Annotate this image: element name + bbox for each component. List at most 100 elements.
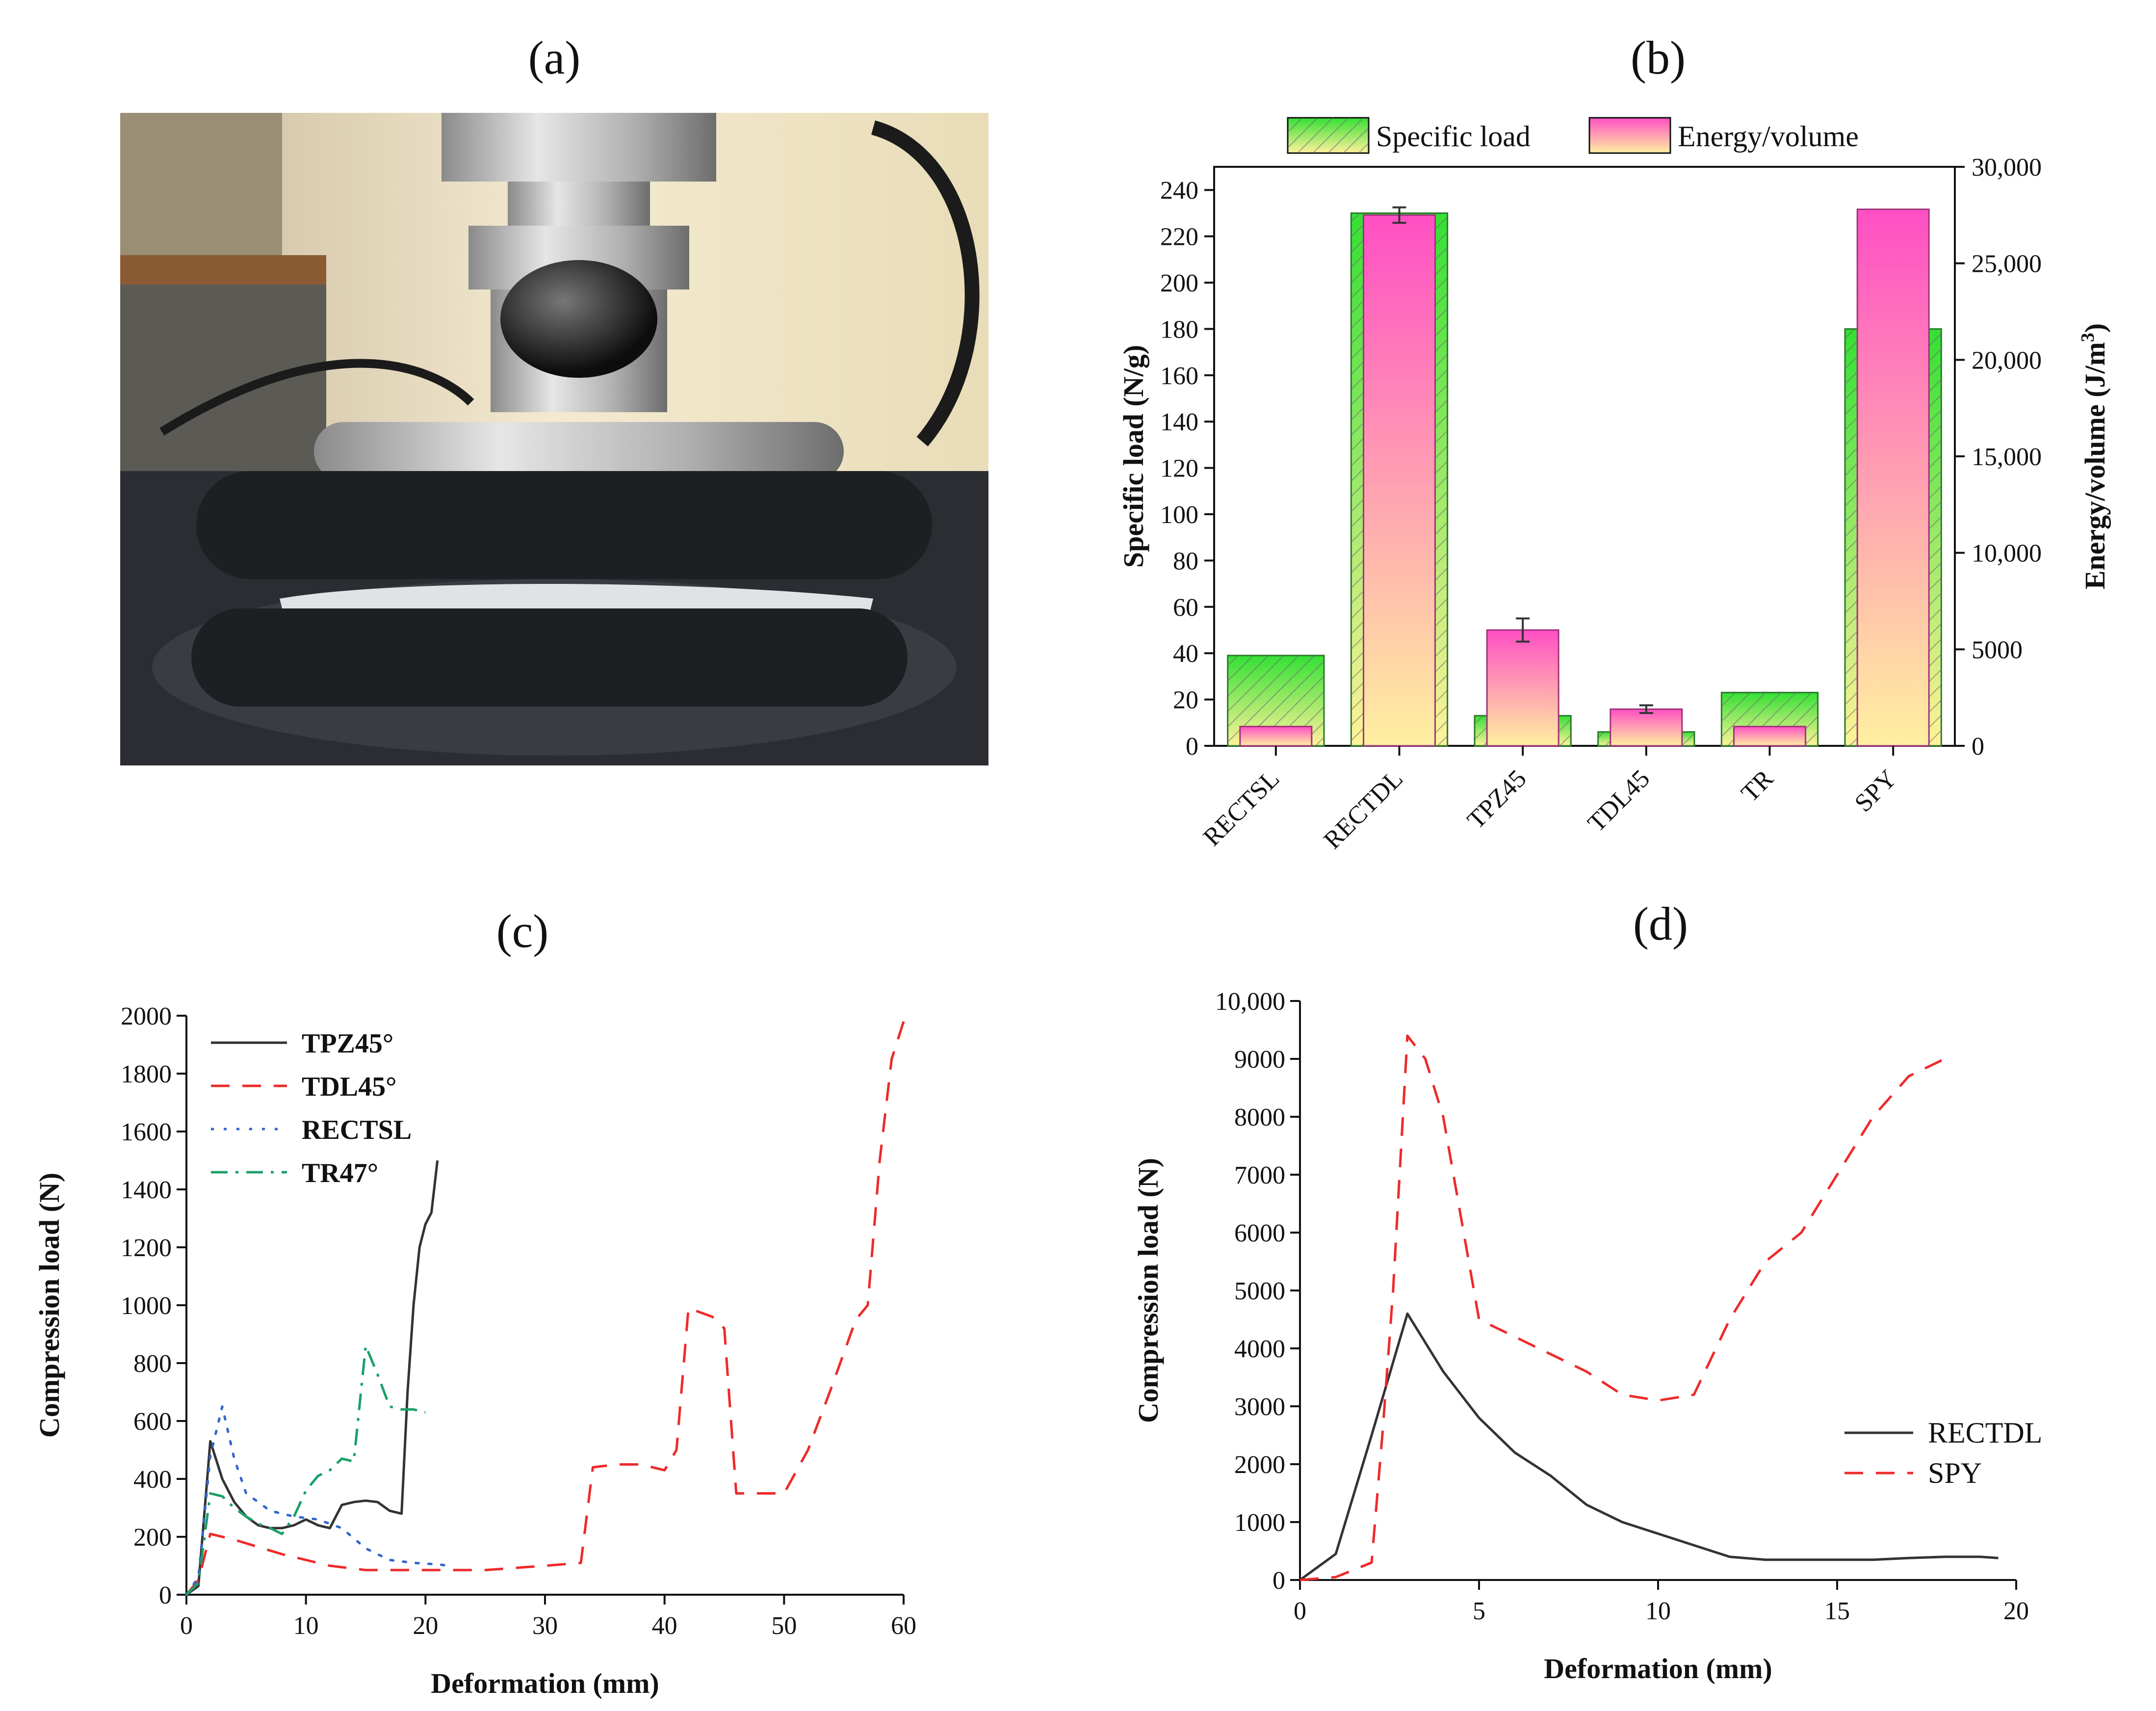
y-tick-label: 800 (133, 1350, 172, 1378)
legend-label-spy: SPY (1928, 1457, 1982, 1489)
y-tick-label: 200 (133, 1524, 172, 1552)
x-tick-label: 40 (652, 1612, 677, 1640)
legend-label-tdl45: TDL45° (302, 1072, 397, 1102)
legend-label-energy-volume: Energy/volume (1678, 120, 1859, 153)
legend-label-rectsl: RECTSL (302, 1115, 412, 1145)
y-tick-label: 9000 (1234, 1046, 1285, 1074)
legend-label-tr47: TR47° (302, 1158, 378, 1188)
bar-energy-volume (1856, 209, 1930, 747)
y-tick-label: 200 (1160, 269, 1198, 297)
y-tick-label: 0 (159, 1581, 172, 1609)
y-tick-label: 40 (1173, 640, 1198, 668)
y-tick-label: 3000 (1234, 1393, 1285, 1421)
x-tick-label: 15 (1824, 1597, 1850, 1625)
y2-tick-label: 25,000 (1972, 250, 2042, 278)
y-tick-label: 400 (133, 1466, 172, 1494)
series-line-tdl45 (185, 1021, 905, 1596)
y-axis-label: Compression load (N) (1132, 1158, 1164, 1423)
chart-b-specific-load-energy: 0 20 40 60 80 100 120 140 160 180 200 220 240 0 5000 10… (1117, 117, 2111, 854)
y-tick-label: 10,000 (1215, 988, 1285, 1016)
bar-energy-volume (1610, 708, 1683, 747)
y-tick-label: 2000 (121, 1002, 172, 1030)
y-axis-label: Specific load (N/g) (1117, 345, 1149, 568)
x-tick-label: 20 (2003, 1597, 2029, 1625)
y-tick-label: 7000 (1234, 1161, 1285, 1189)
x-axis-label: Deformation (mm) (1544, 1653, 1772, 1685)
x-axis-label: Deformation (mm) (431, 1667, 659, 1699)
legend-label-rectdl: RECTDL (1928, 1417, 2042, 1449)
legend-label-tpz45: TPZ45° (302, 1028, 393, 1059)
panel-label-b: (b) (1631, 31, 1686, 84)
series-line-rectsl (185, 1405, 451, 1596)
x-tick-label: 5 (1473, 1597, 1485, 1625)
bar-energy-volume (1239, 726, 1313, 747)
x-tick-label: 20 (413, 1612, 438, 1640)
bar-energy-volume (1363, 214, 1436, 747)
y-tick-label: 5000 (1234, 1277, 1285, 1305)
x-tick-label: RECTSL (1198, 764, 1285, 851)
y-tick-label: 1000 (121, 1292, 172, 1320)
series-line-tr47 (185, 1344, 426, 1596)
y-tick-label: 220 (1160, 223, 1198, 251)
y-tick-label: 120 (1160, 455, 1198, 483)
y-tick-label: 0 (1273, 1567, 1285, 1595)
y-tick-label: 1600 (121, 1118, 172, 1146)
series-line-rectdl (1299, 1312, 1999, 1581)
x-tick-label: 50 (771, 1612, 797, 1640)
y-tick-label: 180 (1160, 316, 1198, 343)
y2-axis-label-end: ) (2079, 323, 2111, 333)
y-tick-label: 1000 (1234, 1509, 1285, 1537)
y-tick-label: 8000 (1234, 1104, 1285, 1132)
y2-tick-label: 20,000 (1972, 346, 2042, 374)
test-rig-photo (120, 113, 988, 765)
x-tick-label: 0 (1294, 1597, 1306, 1625)
panel-label-a: (a) (528, 31, 581, 84)
x-tick-label: SPY (1849, 764, 1902, 817)
x-tick-label: 60 (891, 1612, 916, 1640)
y-tick-label: 2000 (1234, 1451, 1285, 1479)
panel-label-c: (c) (496, 905, 549, 957)
x-tick-label: 10 (293, 1612, 319, 1640)
y-tick-label: 600 (133, 1408, 172, 1436)
x-tick-label: 10 (1645, 1597, 1671, 1625)
x-tick-label: 0 (180, 1612, 193, 1640)
bar-energy-volume (1733, 726, 1806, 747)
y2-axis-label-superscript: 3 (2078, 333, 2098, 342)
y-tick-label: 140 (1160, 408, 1198, 436)
chart-d-compression-load: 0 1000 2000 3000 4000 5000 6000 7000 8000 9000 10,… (1132, 988, 2042, 1685)
y2-tick-label: 30,000 (1972, 154, 2042, 182)
y-tick-label: 60 (1173, 594, 1198, 622)
y2-tick-label: 0 (1972, 733, 1984, 761)
x-tick-label: TDL45 (1583, 764, 1656, 838)
chart-c-compression-load: 0 200 400 600 800 1000 1200 1400 1600 1800 2000 0 10… (33, 1002, 916, 1699)
y-tick-label: 0 (1186, 733, 1198, 761)
y-tick-label: 20 (1173, 686, 1198, 714)
y-tick-label: 80 (1173, 547, 1198, 575)
y2-tick-label: 10,000 (1972, 540, 2042, 568)
y-tick-label: 1400 (121, 1176, 172, 1204)
x-tick-label: TPZ45 (1462, 764, 1532, 834)
y-tick-label: 160 (1160, 362, 1198, 390)
bar-energy-volume (1486, 629, 1559, 747)
plot-frame-b (1213, 166, 1956, 747)
legend-swatch-specific-load-hatch (1288, 118, 1369, 153)
y2-axis-label: Energy/volume (J/m3) (2078, 323, 2111, 590)
legend-swatch-energy-volume (1588, 117, 1671, 154)
x-tick-label: RECTDL (1319, 764, 1408, 854)
series-line-spy (1299, 1034, 1946, 1581)
y-tick-label: 4000 (1234, 1335, 1285, 1363)
y-tick-label: 6000 (1234, 1219, 1285, 1247)
x-tick-label: 30 (532, 1612, 558, 1640)
panel-label-d: (d) (1633, 897, 1688, 950)
y-tick-label: 100 (1160, 501, 1198, 529)
y2-tick-label: 5000 (1972, 636, 2023, 664)
series-line-tpz45 (185, 1160, 439, 1596)
y-tick-label: 240 (1160, 177, 1198, 205)
y-tick-label: 1800 (121, 1060, 172, 1088)
y2-tick-label: 15,000 (1972, 443, 2042, 471)
x-tick-label: TR (1736, 764, 1779, 808)
y-axis-label: Compression load (N) (33, 1173, 65, 1438)
legend-label-specific-load: Specific load (1376, 120, 1531, 153)
y-tick-label: 1200 (121, 1234, 172, 1262)
